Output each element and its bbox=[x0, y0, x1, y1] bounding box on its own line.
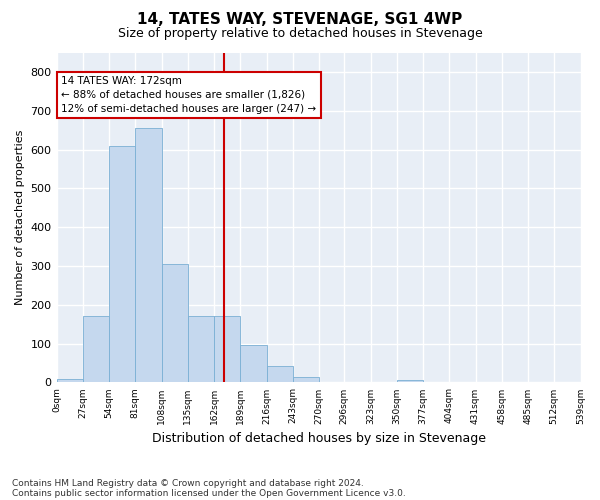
Bar bbox=[188, 316, 214, 382]
Text: Size of property relative to detached houses in Stevenage: Size of property relative to detached ho… bbox=[118, 28, 482, 40]
Bar bbox=[293, 376, 319, 382]
Bar bbox=[161, 264, 188, 382]
Bar bbox=[266, 366, 293, 382]
Text: 14 TATES WAY: 172sqm
← 88% of detached houses are smaller (1,826)
12% of semi-de: 14 TATES WAY: 172sqm ← 88% of detached h… bbox=[61, 76, 317, 114]
Text: Contains HM Land Registry data © Crown copyright and database right 2024.: Contains HM Land Registry data © Crown c… bbox=[12, 478, 364, 488]
Bar bbox=[397, 380, 423, 382]
Text: Contains public sector information licensed under the Open Government Licence v3: Contains public sector information licen… bbox=[12, 488, 406, 498]
Bar bbox=[135, 128, 161, 382]
Text: 14, TATES WAY, STEVENAGE, SG1 4WP: 14, TATES WAY, STEVENAGE, SG1 4WP bbox=[137, 12, 463, 28]
Bar bbox=[83, 316, 109, 382]
Y-axis label: Number of detached properties: Number of detached properties bbox=[15, 130, 25, 305]
X-axis label: Distribution of detached houses by size in Stevenage: Distribution of detached houses by size … bbox=[152, 432, 485, 445]
Bar bbox=[214, 316, 240, 382]
Bar bbox=[56, 378, 83, 382]
Bar bbox=[240, 345, 266, 383]
Bar bbox=[109, 146, 135, 382]
